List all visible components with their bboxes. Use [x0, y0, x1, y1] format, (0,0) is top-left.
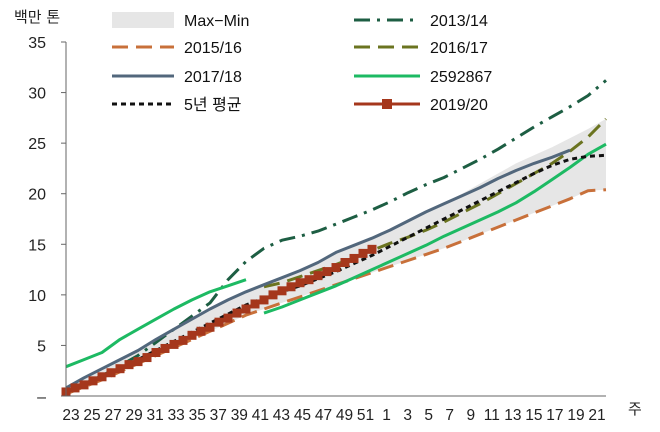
y-tick-label-1: 5	[37, 338, 46, 355]
series-marker-6-18	[223, 313, 233, 323]
series-line-1	[65, 188, 607, 396]
series-marker-6-29	[322, 267, 332, 277]
x-tick-label-19: 9	[466, 407, 475, 424]
legend-label-7: 2019/20	[430, 97, 488, 114]
y-tick-label-0: –	[37, 389, 46, 406]
x-tick-label-0: 23	[62, 407, 79, 424]
series-marker-6-5	[106, 368, 116, 378]
series-marker-6-7	[124, 360, 134, 370]
x-tick-label-6: 35	[189, 407, 206, 424]
series-marker-6-33	[358, 248, 368, 258]
legend-label-4: 2017/18	[184, 69, 242, 86]
y-tick-label-2: 10	[28, 288, 46, 305]
legend-label-2: 2015/16	[184, 40, 242, 57]
axis-layer	[61, 41, 606, 397]
series-marker-6-27	[304, 275, 314, 285]
x-tick-label-23: 17	[546, 407, 563, 424]
series-marker-6-12	[169, 339, 179, 349]
series-marker-6-11	[160, 343, 170, 353]
series-marker-6-16	[205, 322, 215, 332]
legend-label-1: 2013/14	[430, 13, 488, 30]
series-marker-6-17	[214, 317, 224, 327]
x-axis-unit-label: 주	[628, 400, 642, 418]
series-marker-6-1	[70, 383, 80, 393]
x-tick-label-13: 49	[336, 407, 353, 424]
series-marker-6-9	[142, 353, 152, 363]
x-tick-label-16: 3	[403, 407, 412, 424]
y-tick-label-4: 20	[28, 187, 46, 204]
x-tick-label-9: 41	[252, 407, 269, 424]
x-tick-label-2: 27	[104, 407, 121, 424]
series-marker-6-14	[187, 330, 197, 340]
x-tick-label-7: 37	[210, 407, 227, 424]
x-tick-label-5: 33	[168, 407, 185, 424]
y-tick-label-7: 35	[28, 35, 46, 52]
series-marker-6-23	[268, 290, 278, 300]
x-tick-label-20: 11	[484, 407, 500, 424]
series-marker-6-15	[196, 326, 206, 336]
x-tick-label-17: 5	[424, 407, 433, 424]
legend-label-5: 2592867	[430, 69, 492, 86]
series-marker-6-2	[79, 380, 89, 390]
series-marker-6-25	[286, 282, 296, 292]
series-marker-6-22	[259, 295, 269, 305]
series-marker-6-4	[97, 372, 107, 382]
series-line-3	[65, 148, 571, 390]
x-tick-label-24: 19	[567, 407, 584, 424]
series-marker-6-8	[133, 357, 143, 367]
x-tick-label-3: 29	[125, 407, 142, 424]
x-tick-label-4: 31	[147, 407, 164, 424]
series-marker-6-19	[232, 308, 242, 318]
y-tick-label-6: 30	[28, 86, 46, 103]
legend-marker-7	[382, 99, 392, 109]
x-tick-label-21: 13	[504, 407, 521, 424]
x-tick-label-22: 15	[525, 407, 542, 424]
series-marker-6-20	[241, 304, 251, 314]
y-axis-unit-label: 백만 톤	[14, 8, 60, 26]
series-marker-6-6	[115, 364, 125, 374]
band-max-min	[66, 118, 606, 395]
y-tick-label-3: 15	[28, 237, 46, 254]
series-line-2	[263, 117, 608, 289]
series-marker-6-28	[313, 271, 323, 281]
series-marker-6-26	[295, 278, 305, 288]
y-tick-label-5: 25	[28, 136, 46, 153]
x-tick-label-11: 45	[294, 407, 311, 424]
legend-label-3: 2016/17	[430, 40, 488, 57]
x-tick-label-1: 25	[83, 407, 100, 424]
x-tick-label-18: 7	[445, 407, 454, 424]
series-marker-6-3	[88, 376, 98, 386]
x-tick-label-14: 51	[357, 407, 374, 424]
x-tick-label-12: 47	[315, 407, 332, 424]
y-tick-labels: – 5 10 15 20 25 30 35	[28, 35, 46, 406]
legend-swatch-0	[112, 12, 174, 28]
series-marker-6-34	[367, 244, 377, 254]
legend: Max−Min 2013/14 2015/16 2016/17 2017/18 25928…	[112, 12, 492, 114]
series-marker-6-10	[151, 348, 161, 358]
x-tick-label-15: 1	[382, 407, 391, 424]
x-tick-labels: 23 25 27 29 31 33 35 37 39 41 43 45 47 49 51 1 3 5 7 9 11 13 1…	[62, 407, 605, 424]
x-tick-label-8: 39	[231, 407, 248, 424]
legend-label-6: 5년 평균	[184, 96, 242, 114]
series-marker-6-32	[349, 253, 359, 263]
band-layer	[66, 118, 606, 395]
series-marker-6-21	[250, 299, 260, 309]
series-marker-6-31	[340, 257, 350, 267]
series-line-0	[65, 79, 607, 393]
series-marker-6-13	[178, 335, 188, 345]
x-tick-label-25: 21	[588, 407, 605, 424]
series-marker-6-24	[277, 286, 287, 296]
legend-label-0: Max−Min	[184, 13, 249, 30]
x-tick-label-10: 43	[273, 407, 290, 424]
series-marker-6-30	[331, 263, 341, 273]
series-layer	[61, 79, 608, 397]
series-line-4	[65, 142, 607, 369]
